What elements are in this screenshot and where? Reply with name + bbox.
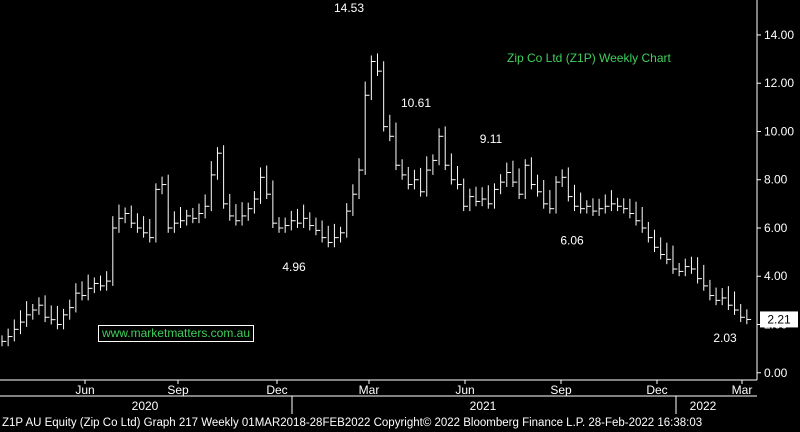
last-price-label: 2.21 [767, 312, 791, 326]
price-annotation: 10.61 [401, 96, 431, 110]
y-tick-label: 10.00 [764, 124, 794, 138]
price-annotation: 4.96 [282, 260, 306, 274]
chart-title: Zip Co Ltd (Z1P) Weekly Chart [507, 51, 671, 65]
x-month-label: Sep [550, 383, 572, 397]
x-month-label: Mar [359, 383, 380, 397]
y-tick-label: 4.00 [764, 269, 788, 283]
price-annotation: 14.53 [334, 1, 364, 15]
x-year-label: 2022 [690, 399, 717, 413]
annotations: 14.53 10.61 9.11 4.96 6.06 2.03 [282, 1, 737, 345]
y-tick-label: 6.00 [764, 221, 788, 235]
x-month-label: Dec [266, 383, 287, 397]
y-tick-label: 12.00 [764, 76, 794, 90]
y-tick-label: 8.00 [764, 173, 788, 187]
watermark-link[interactable]: www.marketmatters.com.au [98, 325, 254, 342]
x-axis: Jun Sep Dec Mar Jun Sep Dec Mar 2020 2021 2022 [0, 379, 757, 414]
y-tick-label: 14.00 [764, 28, 794, 42]
price-bars [1, 53, 752, 347]
x-month-label: Mar [732, 383, 753, 397]
y-tick-label: 0.00 [764, 366, 788, 380]
footer-copyright: Z1P AU Equity (Zip Co Ltd) Graph 217 Wee… [2, 417, 703, 429]
x-month-label: Sep [167, 383, 189, 397]
last-price-box [760, 311, 798, 328]
price-annotation: 6.06 [560, 234, 584, 248]
price-annotation: 2.03 [713, 331, 737, 345]
x-year-label: 2020 [132, 399, 159, 413]
x-month-label: Jun [75, 383, 94, 397]
x-month-label: Dec [646, 383, 667, 397]
x-month-label: Jun [455, 383, 474, 397]
price-annotation: 9.11 [480, 132, 503, 146]
x-year-label: 2021 [470, 399, 497, 413]
